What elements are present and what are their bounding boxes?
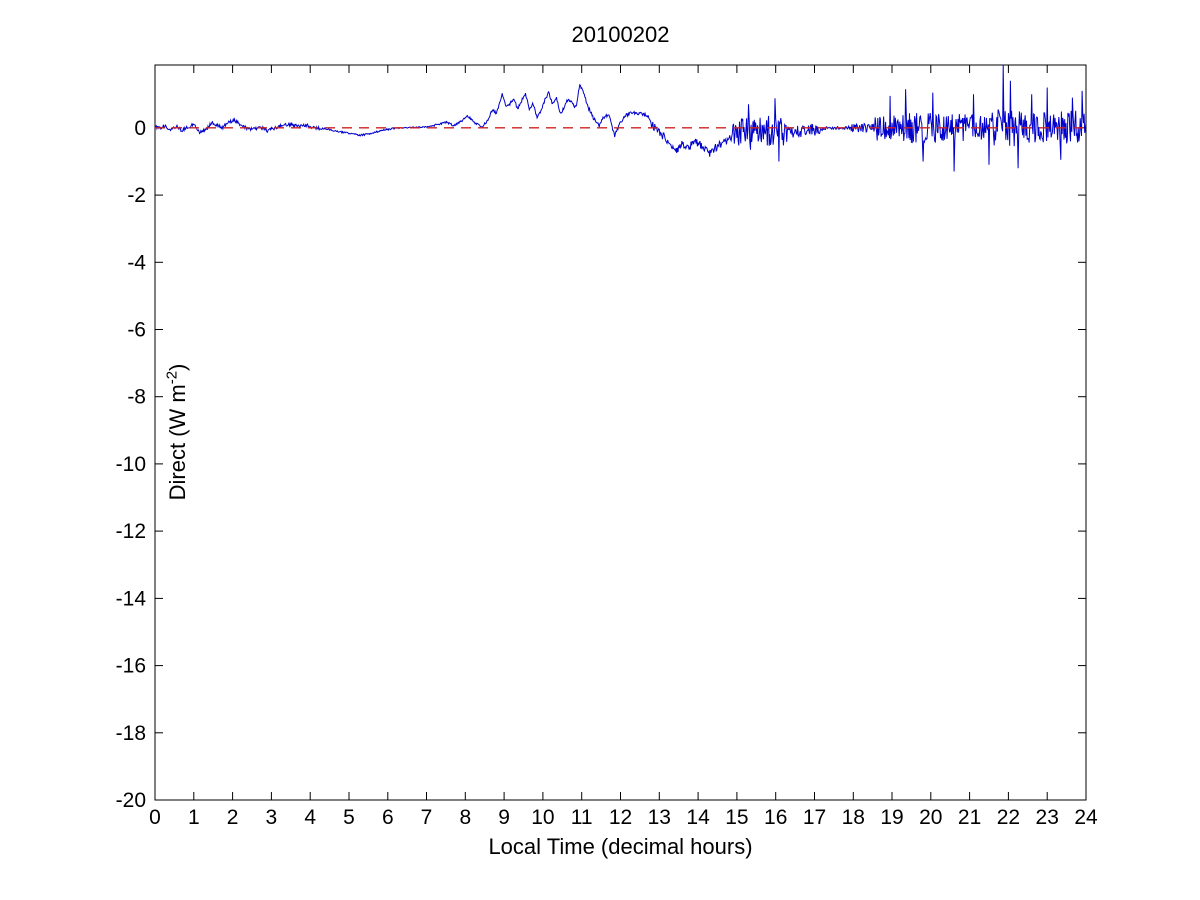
x-tick-label: 18 xyxy=(842,806,865,829)
x-tick-label: 17 xyxy=(803,806,826,829)
x-tick-label: 5 xyxy=(343,806,355,829)
axes-box xyxy=(154,64,1087,801)
x-tick-label: 1 xyxy=(188,806,200,829)
x-tick-label: 8 xyxy=(459,806,471,829)
x-tick-label: 2 xyxy=(227,806,239,829)
x-tick-label: 20 xyxy=(919,806,942,829)
x-tick-label: 21 xyxy=(958,806,981,829)
x-tick-label: 3 xyxy=(266,806,278,829)
y-tick-label: -10 xyxy=(116,453,146,476)
direct-irradiance xyxy=(155,65,1086,172)
x-tick-label: 22 xyxy=(997,806,1020,829)
x-axis-label: Local Time (decimal hours) xyxy=(488,834,753,859)
y-tick-label: -20 xyxy=(116,789,146,812)
x-tick-label: 19 xyxy=(880,806,903,829)
x-tick-label: 23 xyxy=(1036,806,1059,829)
y-tick-label: 0 xyxy=(134,117,146,140)
x-tick-label: 10 xyxy=(531,806,554,829)
x-tick-label: 9 xyxy=(498,806,510,829)
y-tick-label: -18 xyxy=(116,722,146,745)
x-tick-label: 13 xyxy=(648,806,671,829)
x-tick-label: 0 xyxy=(149,806,161,829)
y-tick-label: -12 xyxy=(116,520,146,543)
y-tick-label: -16 xyxy=(116,655,146,678)
y-axis-label-superscript: -2 xyxy=(163,370,181,385)
y-tick-label: -8 xyxy=(127,386,146,409)
x-tick-label: 11 xyxy=(571,806,593,829)
y-tick-label: -6 xyxy=(127,319,146,342)
chart-title: 20100202 xyxy=(571,22,670,47)
y-tick-label: -14 xyxy=(116,587,147,610)
x-tick-label: 4 xyxy=(304,806,316,829)
x-tick-label: 16 xyxy=(764,806,787,829)
x-tick-label: 24 xyxy=(1074,806,1098,829)
y-axis-label-suffix: ) xyxy=(165,363,190,371)
x-tick-label: 7 xyxy=(421,806,433,829)
y-axis-label-prefix: Direct (W m xyxy=(165,384,190,501)
y-tick-label: -4 xyxy=(127,251,146,274)
x-tick-label: 14 xyxy=(686,806,710,829)
x-tick-label: 6 xyxy=(382,806,394,829)
x-tick-label: 12 xyxy=(609,806,632,829)
y-axis-label: Direct (W m-2) xyxy=(163,282,195,582)
y-tick-label: -2 xyxy=(127,184,146,207)
x-tick-label: 15 xyxy=(725,806,748,829)
